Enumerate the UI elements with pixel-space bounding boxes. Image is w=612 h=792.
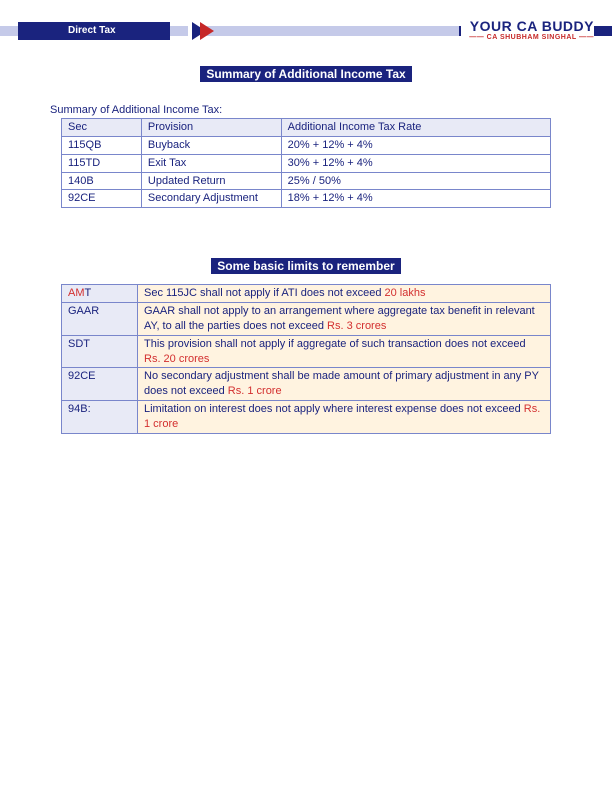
table-row: 92CE Secondary Adjustment 18% + 12% + 4% <box>62 190 551 208</box>
limit-label: 94B: <box>62 401 138 434</box>
brand-block: YOUR CA BUDDY —— CA SHUBHAM SINGHAL —— <box>461 18 594 41</box>
limit-label: GAAR <box>62 303 138 336</box>
table1-caption: Summary of Additional Income Tax: <box>36 104 576 116</box>
section-title-1: Summary of Additional Income Tax <box>200 66 411 82</box>
limit-amount: Rs. 20 crores <box>144 353 209 365</box>
brand-title: YOUR CA BUDDY <box>469 18 594 34</box>
limit-text: No secondary adjustment shall be made am… <box>144 370 539 397</box>
limit-desc: Limitation on interest does not apply wh… <box>138 401 551 434</box>
limit-text: Sec 115JC shall not apply if ATI does no… <box>144 287 385 299</box>
limit-desc: Sec 115JC shall not apply if ATI does no… <box>138 285 551 303</box>
cell-sec: 140B <box>62 172 142 190</box>
cell-rate: 18% + 12% + 4% <box>281 190 550 208</box>
cell-sec: 115QB <box>62 136 142 154</box>
limit-amount: 20 lakhs <box>385 287 426 299</box>
col-header-prov: Provision <box>141 119 281 137</box>
cell-prov: Updated Return <box>141 172 281 190</box>
cell-prov: Exit Tax <box>141 154 281 172</box>
col-header-rate: Additional Income Tax Rate <box>281 119 550 137</box>
col-header-sec: Sec <box>62 119 142 137</box>
summary-table: Sec Provision Additional Income Tax Rate… <box>61 118 551 208</box>
limit-text: Limitation on interest does not apply wh… <box>144 403 524 415</box>
section-title-2: Some basic limits to remember <box>211 258 400 274</box>
cell-prov: Buyback <box>141 136 281 154</box>
limits-table: AMT Sec 115JC shall not apply if ATI doe… <box>61 284 551 434</box>
limit-label: SDT <box>62 335 138 368</box>
header-arrow-red <box>200 22 214 40</box>
cell-sec: 115TD <box>62 154 142 172</box>
limit-desc: No secondary adjustment shall be made am… <box>138 368 551 401</box>
table-header-row: Sec Provision Additional Income Tax Rate <box>62 119 551 137</box>
table-row: 115QB Buyback 20% + 12% + 4% <box>62 136 551 154</box>
cell-rate: 30% + 12% + 4% <box>281 154 550 172</box>
limit-label: 92CE <box>62 368 138 401</box>
limit-amount: Rs. 1 crore <box>228 385 282 397</box>
limit-text: This provision shall not apply if aggreg… <box>144 338 526 350</box>
label-rest: T <box>85 287 92 299</box>
limit-desc: This provision shall not apply if aggreg… <box>138 335 551 368</box>
cell-prov: Secondary Adjustment <box>141 190 281 208</box>
brand-subtitle: —— CA SHUBHAM SINGHAL —— <box>469 34 594 41</box>
cell-sec: 92CE <box>62 190 142 208</box>
table-row: AMT Sec 115JC shall not apply if ATI doe… <box>62 285 551 303</box>
cell-rate: 20% + 12% + 4% <box>281 136 550 154</box>
limit-amount: Rs. 3 crores <box>327 320 386 332</box>
table-row: 140B Updated Return 25% / 50% <box>62 172 551 190</box>
limit-desc: GAAR shall not apply to an arrangement w… <box>138 303 551 336</box>
limit-label: AMT <box>62 285 138 303</box>
table-row: SDT This provision shall not apply if ag… <box>62 335 551 368</box>
label-prefix-red: AM <box>68 287 85 299</box>
table-row: 115TD Exit Tax 30% + 12% + 4% <box>62 154 551 172</box>
cell-rate: 25% / 50% <box>281 172 550 190</box>
page-header: Direct Tax YOUR CA BUDDY —— CA SHUBHAM S… <box>0 0 612 46</box>
header-subject-badge: Direct Tax <box>18 22 170 40</box>
table-row: 94B: Limitation on interest does not app… <box>62 401 551 434</box>
table-row: 92CE No secondary adjustment shall be ma… <box>62 368 551 401</box>
table-row: GAAR GAAR shall not apply to an arrangem… <box>62 303 551 336</box>
page-content: Summary of Additional Income Tax Summary… <box>0 46 612 434</box>
